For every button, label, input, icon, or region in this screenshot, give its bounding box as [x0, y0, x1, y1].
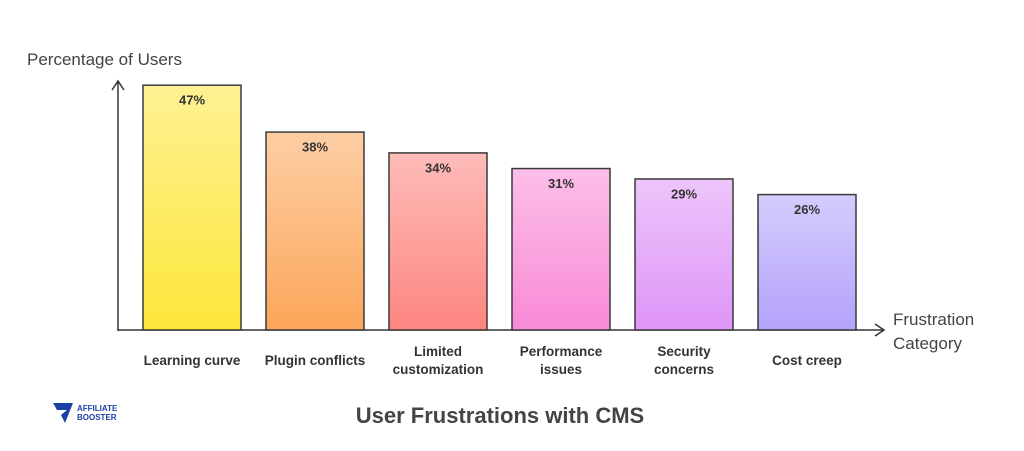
x-tick-label: Learning curve: [143, 353, 241, 368]
bar: [388, 152, 488, 331]
bar: [634, 178, 734, 331]
logo: AFFILIATE BOOSTER: [52, 401, 117, 425]
logo-text: BOOSTER: [77, 413, 117, 422]
x-tick-label: Plugin conflicts: [264, 353, 366, 368]
bar: [511, 167, 611, 331]
x-tick-label: Performance issues: [519, 344, 603, 377]
data-label: 38%: [302, 140, 328, 155]
x-axis-label: Frustration Category: [893, 310, 975, 353]
y-axis-arrow: [111, 79, 125, 91]
chart-title: User Frustrations with CMS: [355, 403, 645, 428]
data-label: 31%: [548, 176, 574, 191]
data-label: 26%: [794, 202, 820, 217]
bar: [757, 193, 857, 331]
x-tick-label: Limited customization: [392, 344, 484, 377]
x-tick-label: Cost creep: [772, 353, 842, 368]
x-tick-label: Security concerns: [653, 344, 715, 377]
logo-icon: [53, 403, 73, 423]
bar: [265, 131, 365, 331]
logo-text: AFFILIATE: [77, 404, 118, 413]
y-axis-label: Percentage of Users: [27, 50, 182, 69]
bar: [142, 84, 242, 331]
x-axis-arrow: [874, 323, 886, 337]
data-label: 29%: [671, 186, 697, 201]
data-label: 34%: [425, 160, 451, 175]
data-label: 47%: [179, 93, 205, 108]
